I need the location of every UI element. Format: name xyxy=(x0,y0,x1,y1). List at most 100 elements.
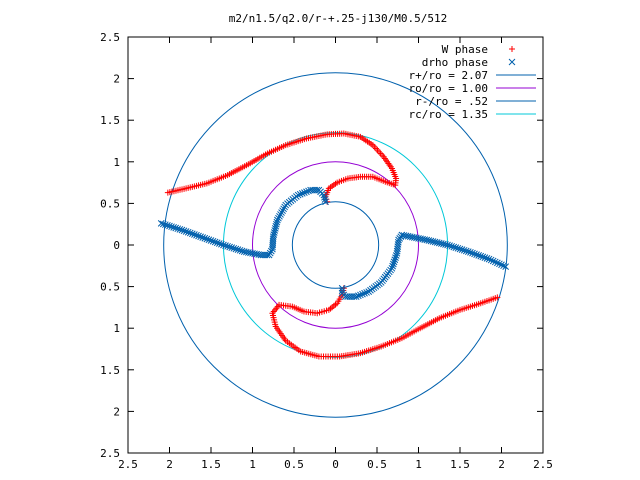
data-point xyxy=(473,251,480,259)
data-point xyxy=(467,249,474,256)
data-point xyxy=(437,240,445,247)
chart-title: m2/n1.5/q2.0/r-+.25-j130/M0.5/512 xyxy=(229,12,448,25)
data-point xyxy=(390,260,397,268)
data-point xyxy=(321,196,329,203)
data-point xyxy=(232,245,240,253)
data-point xyxy=(389,262,397,270)
data-point xyxy=(440,240,447,248)
data-point xyxy=(390,258,398,266)
legend-label: ro/ro = 1.00 xyxy=(409,82,488,95)
data-point xyxy=(500,262,507,270)
data-point xyxy=(338,289,346,297)
axis-ticks: 2.5 2 1.5 1 0.5 0 0.5 1 1.5 2 2.52.521.510.500.511… xyxy=(100,31,553,471)
x-tick-label: 0.5 xyxy=(284,458,304,471)
legend-label: rc/ro = 1.35 xyxy=(409,108,488,121)
circle-r-ro xyxy=(163,72,508,418)
data-point xyxy=(462,247,470,255)
y-tick-label: 0.5 xyxy=(100,281,120,294)
data-point xyxy=(174,225,182,233)
data-point xyxy=(481,254,489,261)
data-point xyxy=(344,293,351,300)
y-tick-label: 1 xyxy=(113,156,120,169)
data-point xyxy=(186,229,194,237)
legend-label: r-/ro = .52 xyxy=(415,95,488,108)
data-point xyxy=(209,237,217,245)
data-point xyxy=(294,191,302,199)
data-point xyxy=(267,247,275,255)
data-point xyxy=(446,242,453,250)
data-point xyxy=(276,212,283,220)
x-tick-label: 1.5 xyxy=(201,458,221,471)
y-tick-label: 0.5 xyxy=(100,197,120,210)
data-point xyxy=(464,248,472,256)
data-point xyxy=(483,255,491,262)
x-tick-label: 2.5 xyxy=(533,458,553,471)
data-point xyxy=(164,222,171,229)
data-point xyxy=(487,256,495,264)
legend-label: r+/ro = 2.07 xyxy=(409,69,488,82)
data-point xyxy=(191,231,198,238)
data-point xyxy=(278,209,285,216)
data-point xyxy=(168,223,175,231)
data-point xyxy=(226,243,234,251)
data-point xyxy=(392,252,400,259)
circle-rc-ro xyxy=(222,132,449,358)
data-point xyxy=(199,234,207,241)
data-point xyxy=(456,245,464,253)
data-point xyxy=(298,190,306,197)
data-point xyxy=(431,238,439,246)
data-point xyxy=(391,256,399,264)
data-point xyxy=(477,252,485,260)
data-point xyxy=(161,221,169,229)
data-point xyxy=(213,239,221,247)
data-point xyxy=(458,246,466,254)
data-point xyxy=(444,241,451,249)
data-point xyxy=(435,239,443,247)
x-tick-label: 2 xyxy=(166,458,173,471)
data-point xyxy=(205,236,213,244)
x-tick-label: 1.5 xyxy=(450,458,470,471)
data-point xyxy=(195,232,202,240)
data-point xyxy=(427,237,435,245)
data-point xyxy=(157,220,165,227)
data-point xyxy=(489,257,497,265)
data-point xyxy=(275,214,282,222)
data-point xyxy=(491,258,499,266)
data-point xyxy=(454,244,462,252)
legend-label: drho phase xyxy=(422,56,488,69)
data-point xyxy=(313,186,321,194)
data-point xyxy=(170,224,178,231)
circle-r-ro xyxy=(291,201,380,289)
data-point xyxy=(469,249,476,257)
y-tick-label: 2.5 xyxy=(100,31,120,44)
data-point xyxy=(228,244,236,252)
data-point xyxy=(485,255,493,263)
data-point xyxy=(361,289,368,297)
data-point xyxy=(230,244,238,252)
data-point xyxy=(269,233,277,241)
data-point xyxy=(222,242,229,250)
data-point xyxy=(180,227,188,235)
data-point xyxy=(479,253,487,261)
data-point xyxy=(365,288,373,295)
data-point xyxy=(172,224,180,232)
data-point xyxy=(393,249,401,257)
data-point xyxy=(442,241,449,248)
data-point xyxy=(203,235,211,243)
legend-swatch-marker xyxy=(508,58,516,66)
data-point xyxy=(359,290,366,298)
data-point xyxy=(280,205,287,213)
data-point xyxy=(271,227,279,234)
series-w-phase xyxy=(164,130,501,360)
x-tick-label: 2 xyxy=(498,458,505,471)
data-point xyxy=(266,249,274,257)
data-point xyxy=(273,218,281,226)
data-point xyxy=(201,234,209,242)
data-point xyxy=(493,259,501,267)
data-point xyxy=(211,238,219,246)
data-point xyxy=(363,289,370,296)
series-drho-phase xyxy=(157,186,510,300)
data-point xyxy=(272,222,280,230)
data-point xyxy=(301,189,308,196)
data-point xyxy=(392,254,399,261)
